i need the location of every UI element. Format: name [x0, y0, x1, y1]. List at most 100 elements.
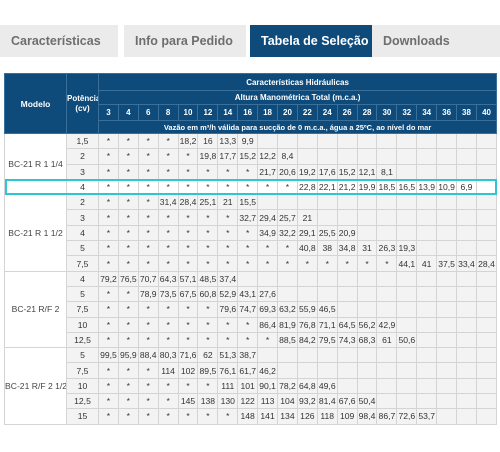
- flow-cell: 88,4: [137, 347, 159, 364]
- flow-cell: 62: [197, 347, 219, 364]
- flow-cell: 8,4: [277, 148, 298, 165]
- flow-cell: *: [157, 240, 179, 257]
- flow-cell: 80,3: [157, 347, 179, 364]
- flow-cell: *: [197, 240, 219, 257]
- flow-cell: [416, 316, 438, 333]
- flow-cell: *: [157, 148, 179, 165]
- flow-cell: 38: [316, 240, 338, 257]
- flow-cell: [416, 377, 438, 395]
- power-cell: 7,5: [66, 362, 99, 379]
- flow-cell: [436, 224, 458, 242]
- flow-cell: [436, 240, 458, 257]
- flow-cell: 95,9: [117, 347, 139, 364]
- flow-cell: *: [197, 163, 219, 180]
- flow-cell: *: [237, 331, 259, 349]
- flow-cell: [356, 362, 378, 379]
- flow-cell: *: [257, 255, 279, 272]
- table-row: 3 * * * * * * * * 21,7 20,6 19,2 17,6 15,2 12,1 8,1: [5, 163, 498, 180]
- flow-cell: *: [157, 132, 179, 150]
- flow-cell: *: [157, 301, 179, 318]
- flow-cell: [376, 194, 398, 211]
- flow-cell: [475, 163, 498, 180]
- header-height-value: 4: [117, 104, 139, 121]
- power-cell: 12,5: [66, 331, 99, 349]
- header-height-value: 40: [475, 104, 498, 121]
- flow-cell: *: [257, 331, 279, 349]
- flow-cell: *: [137, 393, 159, 410]
- flow-cell: 84,2: [296, 331, 318, 349]
- flow-cell: [456, 270, 477, 287]
- flow-cell: [456, 163, 477, 180]
- flow-cell: [456, 331, 477, 349]
- flow-cell: [475, 393, 498, 410]
- flow-cell: 18,2: [177, 132, 199, 150]
- flow-cell: *: [217, 316, 239, 333]
- header-height-value: 22: [296, 104, 318, 121]
- flow-cell: 88,5: [277, 331, 298, 349]
- flow-cell: [416, 224, 438, 242]
- table-row: 2 * * * * * 19,8 17,7 15,2 12,2 8,4: [5, 148, 498, 165]
- table-row: 7,5 * * * 114 102 89,5 76,1 61,7 46,2: [5, 362, 498, 379]
- flow-cell: 51,3: [217, 347, 239, 364]
- flow-cell: *: [336, 255, 358, 272]
- flow-cell: 53,7: [416, 408, 438, 425]
- flow-cell: *: [117, 362, 139, 379]
- flow-cell: [456, 194, 477, 211]
- flow-cell: 37,5: [436, 255, 458, 272]
- flow-cell: [436, 148, 458, 165]
- flow-cell: [475, 270, 498, 287]
- flow-cell: [456, 316, 477, 333]
- flow-cell: *: [98, 377, 119, 395]
- flow-cell: 28,4: [177, 194, 199, 211]
- flow-cell: *: [197, 301, 219, 318]
- flow-cell: *: [237, 224, 259, 242]
- table-row: 10 * * * * * * 111 101 90,1 78,2 64,8 49,6: [5, 377, 498, 395]
- flow-cell: *: [356, 255, 378, 272]
- flow-cell: *: [117, 178, 139, 196]
- tab-tabela-selecao[interactable]: Tabela de Seleção: [250, 25, 372, 57]
- flow-cell: [376, 377, 398, 395]
- flow-cell: [376, 285, 398, 303]
- flow-cell: 76,5: [117, 270, 139, 287]
- model-cell: BC-21 R/F 2: [4, 270, 67, 349]
- flow-cell: 69,3: [257, 301, 279, 318]
- flow-cell: [356, 285, 378, 303]
- flow-cell: [416, 194, 438, 211]
- flow-cell: [396, 393, 418, 410]
- flow-cell: 60,8: [197, 285, 219, 303]
- flow-cell: *: [137, 163, 159, 180]
- flow-cell: [356, 301, 378, 318]
- flow-cell: *: [98, 316, 119, 333]
- flow-cell: [277, 194, 298, 211]
- flow-cell: 9,9: [237, 132, 259, 150]
- flow-cell: *: [98, 285, 119, 303]
- flow-cell: [316, 132, 338, 150]
- flow-cell: [396, 148, 418, 165]
- tab-downloads[interactable]: Downloads: [372, 25, 500, 57]
- flow-cell: *: [277, 240, 298, 257]
- tab-caracteristicas[interactable]: Características: [0, 25, 118, 57]
- flow-cell: *: [157, 209, 179, 226]
- flow-cell: [316, 347, 338, 364]
- header-height-value: 36: [436, 104, 458, 121]
- flow-cell: *: [117, 209, 139, 226]
- flow-cell: 32,2: [277, 224, 298, 242]
- flow-cell: [316, 209, 338, 226]
- flow-cell: [356, 209, 378, 226]
- flow-cell: *: [157, 316, 179, 333]
- flow-cell: [356, 148, 378, 165]
- flow-cell: 68,3: [356, 331, 378, 349]
- flow-cell: *: [277, 178, 298, 196]
- flow-cell: 15,2: [336, 163, 358, 180]
- flow-cell: 41: [416, 255, 438, 272]
- model-cell: BC-21 R 1 1/4: [4, 132, 67, 196]
- flow-cell: 86,4: [257, 316, 279, 333]
- flow-cell: *: [257, 240, 279, 257]
- flow-cell: 33,4: [456, 255, 477, 272]
- header-height-value: 26: [336, 104, 358, 121]
- flow-cell: *: [237, 255, 259, 272]
- flow-cell: *: [98, 393, 119, 410]
- power-cell: 4: [66, 178, 99, 196]
- flow-cell: *: [177, 255, 199, 272]
- tab-info-pedido[interactable]: Info para Pedido: [124, 25, 246, 57]
